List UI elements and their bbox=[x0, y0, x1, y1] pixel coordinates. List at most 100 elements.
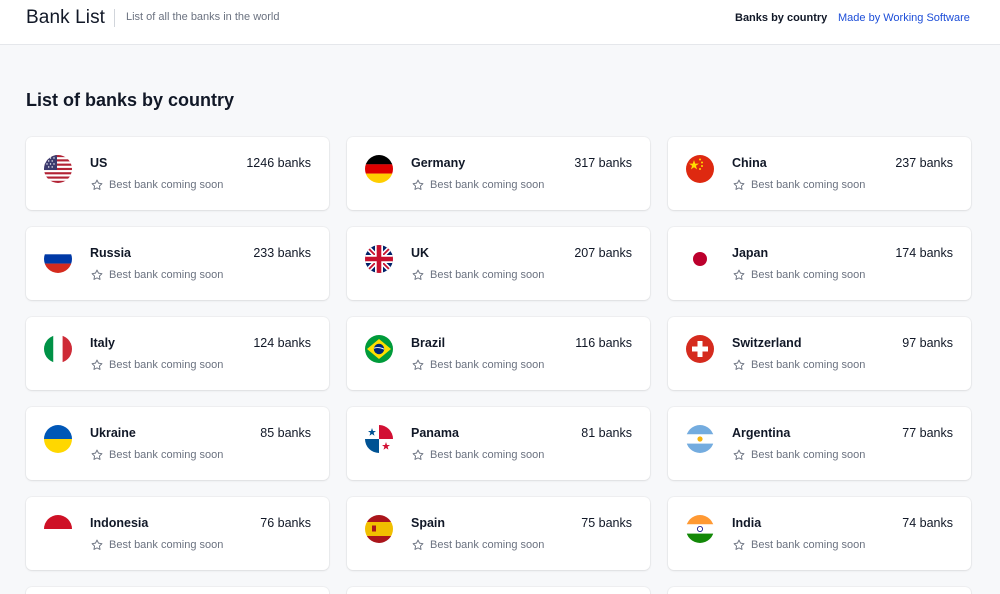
country-card-partial[interactable] bbox=[668, 587, 971, 594]
country-card-partial[interactable] bbox=[26, 587, 329, 594]
bank-count: 77 banks bbox=[902, 426, 953, 440]
country-name: Ukraine bbox=[90, 426, 136, 440]
spain-flag-icon bbox=[365, 515, 393, 543]
country-card[interactable]: US 1246 banks Best bank coming soon bbox=[26, 137, 329, 210]
country-name: Italy bbox=[90, 336, 116, 350]
bank-count: 75 banks bbox=[581, 516, 632, 530]
best-bank-text: Best bank coming soon bbox=[430, 449, 545, 461]
russia-flag-icon bbox=[44, 245, 72, 273]
india-flag-icon bbox=[686, 515, 714, 543]
bank-count: 174 banks bbox=[895, 246, 953, 260]
best-bank-text: Best bank coming soon bbox=[430, 179, 545, 191]
country-name: UK bbox=[411, 246, 430, 260]
best-bank-text: Best bank coming soon bbox=[751, 269, 866, 281]
country-name: Switzerland bbox=[732, 336, 802, 350]
panama-flag-icon bbox=[365, 425, 393, 453]
star-icon[interactable] bbox=[732, 268, 746, 282]
brand-title[interactable]: Bank List bbox=[26, 7, 106, 28]
china-flag-icon bbox=[686, 155, 714, 183]
country-name: Brazil bbox=[411, 336, 446, 350]
country-card-partial[interactable] bbox=[347, 587, 650, 594]
star-icon[interactable] bbox=[732, 358, 746, 372]
top-header: Bank List List of all the banks in the w… bbox=[0, 0, 1000, 45]
country-card[interactable]: Italy 124 banks Best bank coming soon bbox=[26, 317, 329, 390]
star-icon[interactable] bbox=[90, 268, 104, 282]
bank-count: 85 banks bbox=[260, 426, 311, 440]
country-name: India bbox=[732, 516, 762, 530]
country-grid: US 1246 banks Best bank coming soon Germ… bbox=[26, 137, 971, 594]
star-icon[interactable] bbox=[411, 448, 425, 462]
italy-flag-icon bbox=[44, 335, 72, 363]
best-bank-text: Best bank coming soon bbox=[109, 449, 224, 461]
country-name: Argentina bbox=[732, 426, 791, 440]
best-bank-text: Best bank coming soon bbox=[109, 359, 224, 371]
country-card[interactable]: UK 207 banks Best bank coming soon bbox=[347, 227, 650, 300]
bank-count: 74 banks bbox=[902, 516, 953, 530]
best-bank-text: Best bank coming soon bbox=[109, 179, 224, 191]
country-card[interactable]: Panama 81 banks Best bank coming soon bbox=[347, 407, 650, 480]
best-bank-text: Best bank coming soon bbox=[751, 539, 866, 551]
country-card[interactable]: Spain 75 banks Best bank coming soon bbox=[347, 497, 650, 570]
best-bank-text: Best bank coming soon bbox=[430, 359, 545, 371]
country-card[interactable]: Japan 174 banks Best bank coming soon bbox=[668, 227, 971, 300]
header-divider bbox=[114, 9, 115, 27]
best-bank-text: Best bank coming soon bbox=[751, 359, 866, 371]
us-flag-icon bbox=[44, 155, 72, 183]
country-card[interactable]: Indonesia 76 banks Best bank coming soon bbox=[26, 497, 329, 570]
ukraine-flag-icon bbox=[44, 425, 72, 453]
nav-made-by-link[interactable]: Made by Working Software bbox=[838, 12, 970, 24]
bank-count: 97 banks bbox=[902, 336, 953, 350]
country-name: Japan bbox=[732, 246, 769, 260]
star-icon[interactable] bbox=[411, 178, 425, 192]
best-bank-text: Best bank coming soon bbox=[751, 449, 866, 461]
bank-count: 81 banks bbox=[581, 426, 632, 440]
star-icon[interactable] bbox=[732, 448, 746, 462]
page-title: List of banks by country bbox=[26, 90, 235, 110]
best-bank-text: Best bank coming soon bbox=[430, 539, 545, 551]
country-card[interactable]: Argentina 77 banks Best bank coming soon bbox=[668, 407, 971, 480]
bank-count: 116 banks bbox=[575, 336, 632, 350]
best-bank-text: Best bank coming soon bbox=[109, 539, 224, 551]
country-card[interactable]: Ukraine 85 banks Best bank coming soon bbox=[26, 407, 329, 480]
best-bank-text: Best bank coming soon bbox=[751, 179, 866, 191]
country-name: Indonesia bbox=[90, 516, 149, 530]
brazil-flag-icon bbox=[365, 335, 393, 363]
bank-count: 317 banks bbox=[574, 156, 632, 170]
best-bank-text: Best bank coming soon bbox=[430, 269, 545, 281]
germany-flag-icon bbox=[365, 155, 393, 183]
japan-flag-icon bbox=[686, 245, 714, 273]
nav-banks-by-country[interactable]: Banks by country bbox=[735, 12, 828, 24]
country-name: Germany bbox=[411, 156, 466, 170]
bank-count: 124 banks bbox=[253, 336, 311, 350]
uk-flag-icon bbox=[365, 245, 393, 273]
star-icon[interactable] bbox=[90, 178, 104, 192]
country-card[interactable]: China 237 banks Best bank coming soon bbox=[668, 137, 971, 210]
country-name: Panama bbox=[411, 426, 459, 440]
star-icon[interactable] bbox=[732, 538, 746, 552]
bank-count: 1246 banks bbox=[246, 156, 311, 170]
star-icon[interactable] bbox=[90, 538, 104, 552]
country-card[interactable]: India 74 banks Best bank coming soon bbox=[668, 497, 971, 570]
bank-count: 76 banks bbox=[260, 516, 311, 530]
indonesia-flag-icon bbox=[44, 515, 72, 543]
argentina-flag-icon bbox=[686, 425, 714, 453]
star-icon[interactable] bbox=[732, 178, 746, 192]
bank-count: 233 banks bbox=[253, 246, 311, 260]
country-card[interactable]: Switzerland 97 banks Best bank coming so… bbox=[668, 317, 971, 390]
country-card[interactable]: Brazil 116 banks Best bank coming soon bbox=[347, 317, 650, 390]
star-icon[interactable] bbox=[411, 268, 425, 282]
best-bank-text: Best bank coming soon bbox=[109, 269, 224, 281]
country-card[interactable]: Russia 233 banks Best bank coming soon bbox=[26, 227, 329, 300]
star-icon[interactable] bbox=[411, 538, 425, 552]
country-name: US bbox=[90, 156, 108, 170]
star-icon[interactable] bbox=[90, 358, 104, 372]
country-name: Russia bbox=[90, 246, 131, 260]
country-card[interactable]: Germany 317 banks Best bank coming soon bbox=[347, 137, 650, 210]
header-tagline: List of all the banks in the world bbox=[126, 11, 280, 23]
star-icon[interactable] bbox=[90, 448, 104, 462]
star-icon[interactable] bbox=[411, 358, 425, 372]
switzerland-flag-icon bbox=[686, 335, 714, 363]
country-name: China bbox=[732, 156, 767, 170]
country-name: Spain bbox=[411, 516, 446, 530]
bank-count: 237 banks bbox=[895, 156, 953, 170]
